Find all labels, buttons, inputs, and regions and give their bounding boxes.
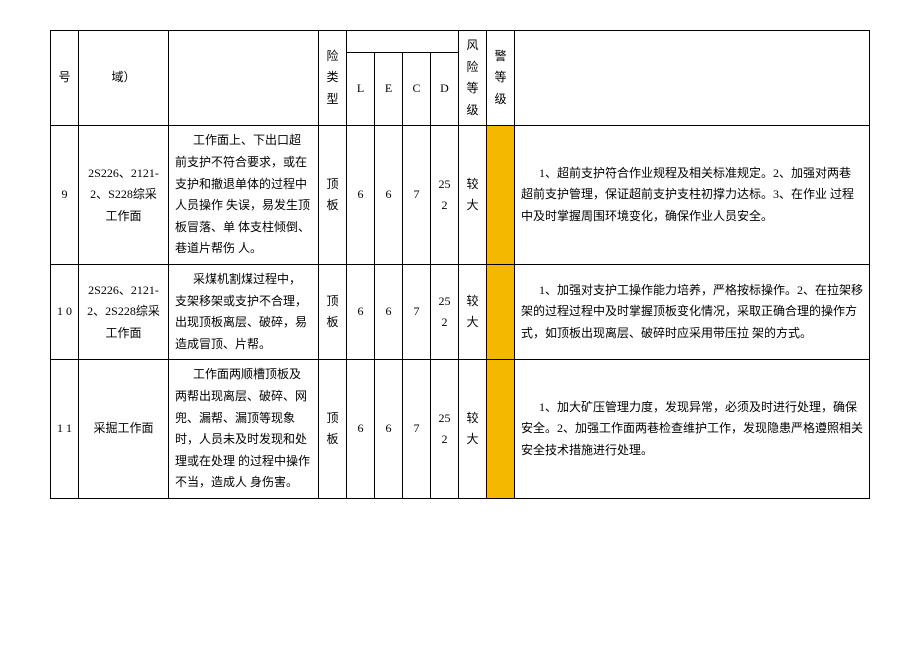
cell-E: 6	[375, 360, 403, 499]
cell-D: 252	[431, 360, 459, 499]
cell-type: 顶板	[319, 264, 347, 359]
cell-seq: 1 1	[51, 360, 79, 499]
header-warn: 警等级	[487, 31, 515, 126]
header-type: 险 类型	[319, 31, 347, 126]
cell-seq: 1 0	[51, 264, 79, 359]
cell-D: 252	[431, 126, 459, 265]
cell-desc: 工作面两顺槽顶板及两帮出现离层、破碎、网兜、漏帮、漏顶等现象时，人员未及时发现和…	[169, 360, 319, 499]
cell-measure: 1、加大矿压管理力度，发现异常，必须及时进行处理，确保安全。2、加强工作面两巷检…	[515, 360, 870, 499]
cell-C: 7	[403, 264, 431, 359]
cell-E: 6	[375, 264, 403, 359]
cell-L: 6	[347, 264, 375, 359]
cell-desc: 工作面上、下出口超前支护不符合要求，或在支护和撤退单体的过程中人员操作 失误，易…	[169, 126, 319, 265]
cell-type: 顶板	[319, 126, 347, 265]
cell-L: 6	[347, 126, 375, 265]
cell-area: 采掘工作面	[79, 360, 169, 499]
risk-table: 号 域） 险 类型 风 险等级 警等级 L E C D 9 2S226、2121…	[50, 30, 870, 499]
table-body: 9 2S226、2121-2、S228综采工作面 工作面上、下出口超前支护不符合…	[51, 126, 870, 499]
cell-desc: 采煤机割煤过程中，支架移架或支护不合理，出现顶板离层、破碎，易造成冒顶、片帮。	[169, 264, 319, 359]
header-desc	[169, 31, 319, 126]
cell-level: 较大	[459, 360, 487, 499]
header-D: D	[431, 52, 459, 126]
cell-E: 6	[375, 126, 403, 265]
cell-warn	[487, 126, 515, 265]
header-C: C	[403, 52, 431, 126]
header-lecd-group	[347, 31, 459, 53]
cell-L: 6	[347, 360, 375, 499]
table-header: 号 域） 险 类型 风 险等级 警等级 L E C D	[51, 31, 870, 126]
cell-level: 较大	[459, 126, 487, 265]
cell-area: 2S226、2121-2、S228综采工作面	[79, 126, 169, 265]
table-row: 9 2S226、2121-2、S228综采工作面 工作面上、下出口超前支护不符合…	[51, 126, 870, 265]
header-measure	[515, 31, 870, 126]
table-row: 1 0 2S226、2121-2、2S228综采工作面 采煤机割煤过程中，支架移…	[51, 264, 870, 359]
header-L: L	[347, 52, 375, 126]
cell-D: 252	[431, 264, 459, 359]
cell-seq: 9	[51, 126, 79, 265]
cell-C: 7	[403, 126, 431, 265]
cell-type: 顶板	[319, 360, 347, 499]
cell-measure: 1、超前支护符合作业规程及相关标准规定。2、加强对两巷 超前支护管理，保证超前支…	[515, 126, 870, 265]
cell-C: 7	[403, 360, 431, 499]
header-seq: 号	[51, 31, 79, 126]
header-E: E	[375, 52, 403, 126]
cell-measure: 1、加强对支护工操作能力培养，严格按标操作。2、在拉架移架的过程过程中及时掌握顶…	[515, 264, 870, 359]
cell-area: 2S226、2121-2、2S228综采工作面	[79, 264, 169, 359]
cell-warn	[487, 264, 515, 359]
cell-level: 较大	[459, 264, 487, 359]
header-level: 风 险等级	[459, 31, 487, 126]
header-area: 域）	[79, 31, 169, 126]
table-row: 1 1 采掘工作面 工作面两顺槽顶板及两帮出现离层、破碎、网兜、漏帮、漏顶等现象…	[51, 360, 870, 499]
cell-warn	[487, 360, 515, 499]
